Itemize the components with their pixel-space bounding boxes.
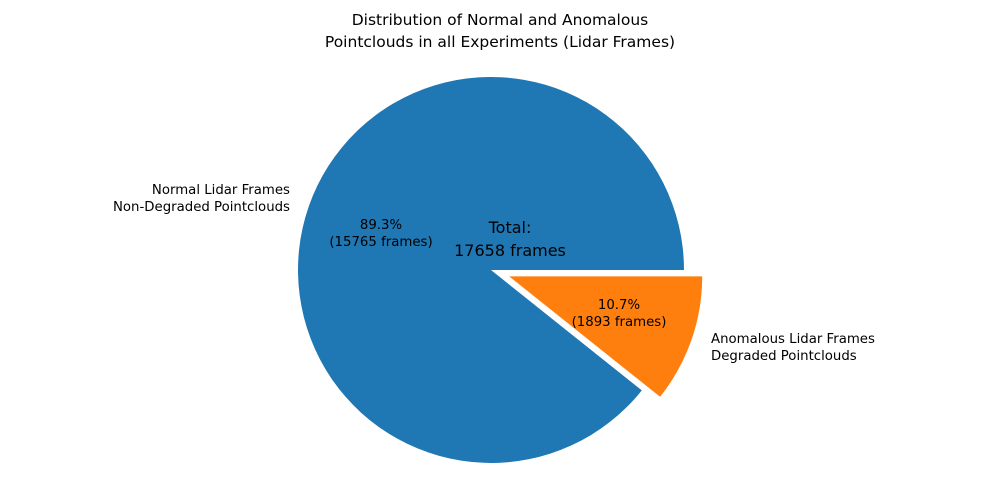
- anomalous-slice-pct-value: 10.7%: [597, 298, 641, 313]
- pie-slice-normal: [297, 76, 685, 463]
- total-annotation: Total: 17658 frames: [454, 216, 566, 262]
- anomalous-slice-label-line1: Anomalous Lidar Frames: [711, 332, 875, 347]
- normal-slice-pct: 89.3% (15765 frames): [329, 217, 432, 251]
- normal-slice-count: (15765 frames): [329, 235, 433, 250]
- pie-slice-anomalous: [509, 276, 703, 397]
- total-annotation-line2: 17658 frames: [454, 241, 566, 260]
- normal-slice-pct-value: 89.3%: [359, 218, 403, 233]
- anomalous-slice-pct: 10.7% (1893 frames): [572, 297, 667, 331]
- anomalous-slice-label: Anomalous Lidar Frames Degraded Pointclo…: [711, 331, 875, 366]
- total-annotation-line1: Total:: [488, 218, 532, 237]
- normal-slice-label-line2: Non-Degraded Pointclouds: [112, 200, 290, 216]
- chart-title: Distribution of Normal and Anomalous Poi…: [0, 10, 1000, 53]
- normal-slice-label-line1: Normal Lidar Frames: [151, 183, 290, 198]
- normal-slice-label: Normal Lidar Frames Non-Degraded Pointcl…: [113, 182, 290, 217]
- anomalous-slice-label-line2: Degraded Pointclouds: [711, 349, 857, 365]
- chart-title-line2: Pointclouds in all Experiments (Lidar Fr…: [324, 32, 676, 51]
- chart-title-line1: Distribution of Normal and Anomalous: [351, 11, 649, 29]
- anomalous-slice-count: (1893 frames): [571, 315, 667, 330]
